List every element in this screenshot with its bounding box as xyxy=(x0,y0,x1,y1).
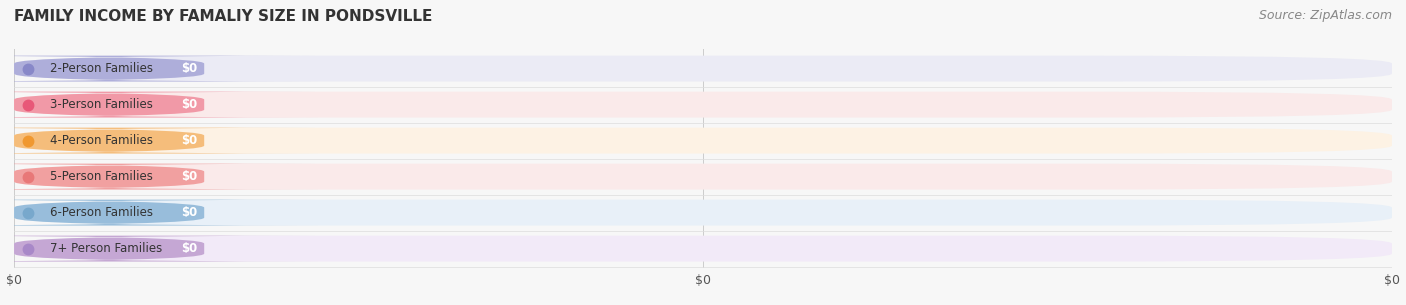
Text: 4-Person Families: 4-Person Families xyxy=(49,134,153,147)
Text: 5-Person Families: 5-Person Families xyxy=(49,170,153,183)
FancyBboxPatch shape xyxy=(0,92,318,117)
Text: $0: $0 xyxy=(181,206,197,219)
FancyBboxPatch shape xyxy=(0,127,318,153)
Text: 7+ Person Families: 7+ Person Families xyxy=(49,242,162,255)
FancyBboxPatch shape xyxy=(14,127,1392,153)
Text: Source: ZipAtlas.com: Source: ZipAtlas.com xyxy=(1258,9,1392,22)
FancyBboxPatch shape xyxy=(0,164,318,190)
FancyBboxPatch shape xyxy=(14,92,1392,117)
Text: $0: $0 xyxy=(181,134,197,147)
FancyBboxPatch shape xyxy=(0,56,318,81)
Text: $0: $0 xyxy=(181,62,197,75)
FancyBboxPatch shape xyxy=(0,200,318,226)
Text: 6-Person Families: 6-Person Families xyxy=(49,206,153,219)
Text: $0: $0 xyxy=(181,170,197,183)
FancyBboxPatch shape xyxy=(14,236,1392,262)
Text: 3-Person Families: 3-Person Families xyxy=(49,98,153,111)
FancyBboxPatch shape xyxy=(14,164,1392,190)
FancyBboxPatch shape xyxy=(14,200,1392,226)
Text: $0: $0 xyxy=(181,98,197,111)
FancyBboxPatch shape xyxy=(0,236,318,262)
FancyBboxPatch shape xyxy=(14,56,1392,81)
Text: $0: $0 xyxy=(181,242,197,255)
Text: FAMILY INCOME BY FAMALIY SIZE IN PONDSVILLE: FAMILY INCOME BY FAMALIY SIZE IN PONDSVI… xyxy=(14,9,433,24)
Text: 2-Person Families: 2-Person Families xyxy=(49,62,153,75)
